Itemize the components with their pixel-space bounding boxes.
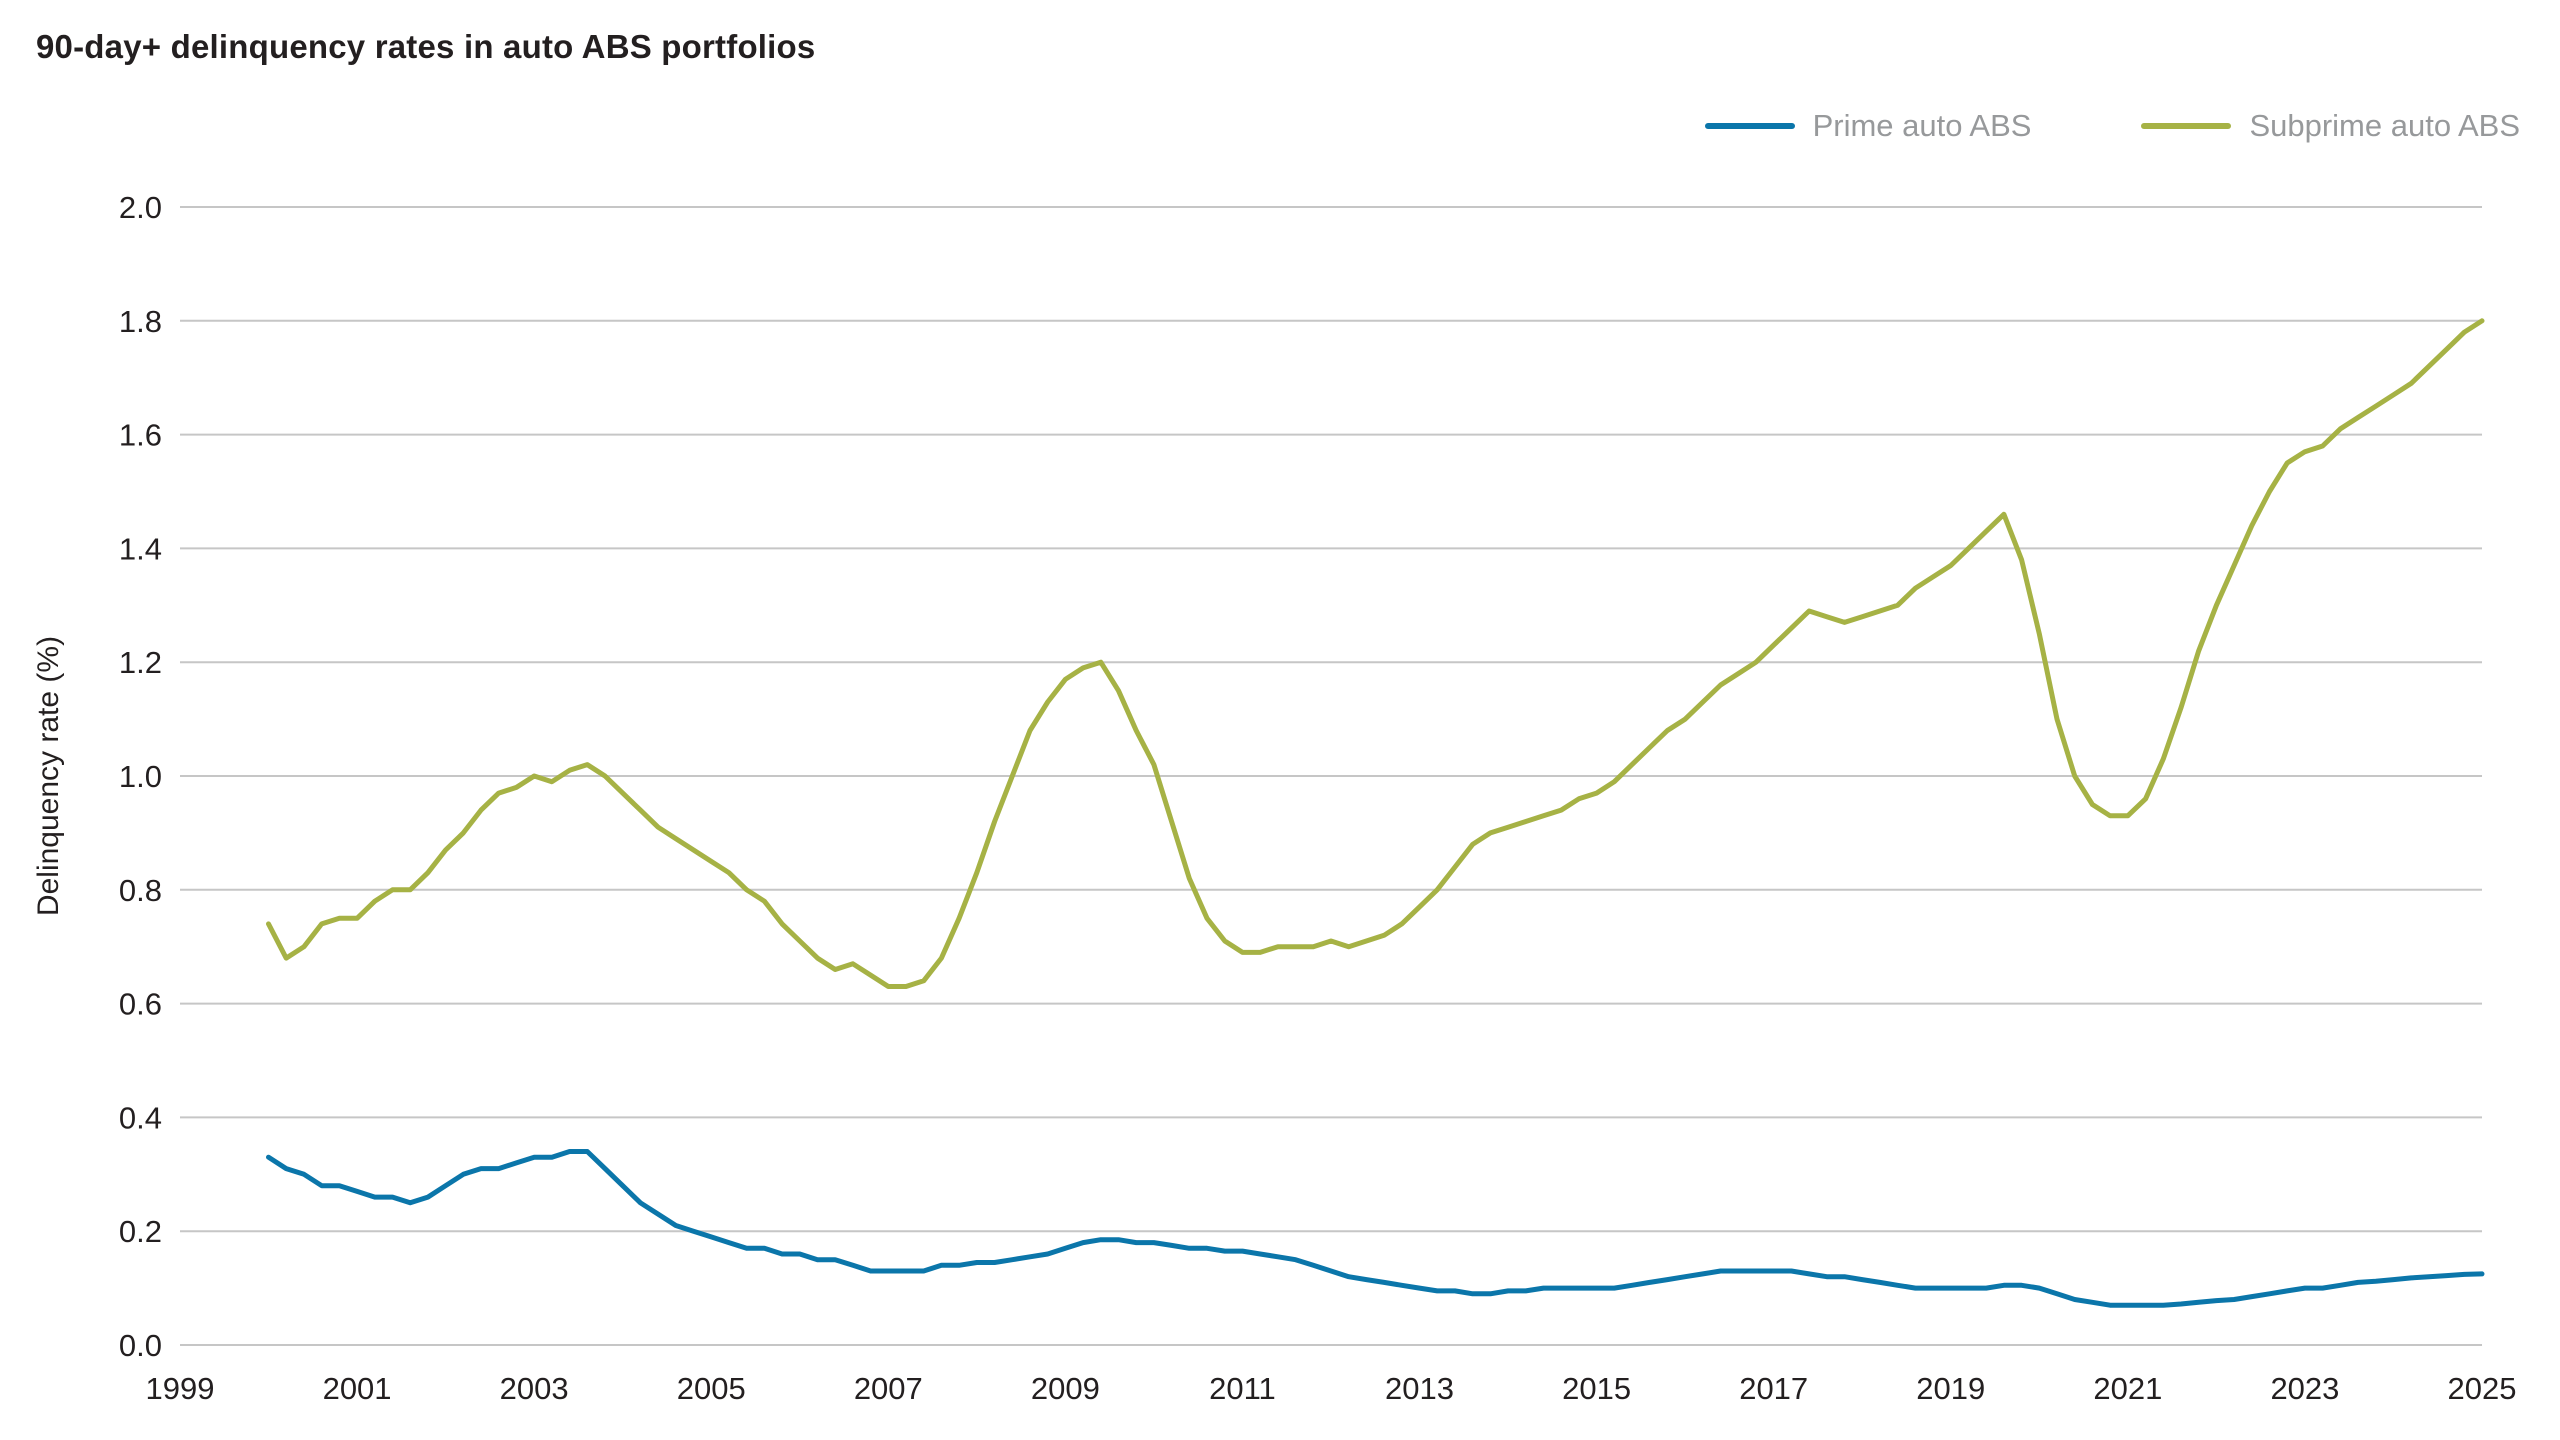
chart-title: 90-day+ delinquency rates in auto ABS po…: [36, 28, 816, 65]
x-tick-label: 2011: [1209, 1371, 1276, 1406]
y-tick-label: 0.0: [119, 1328, 162, 1363]
legend-swatch-subprime: [2141, 123, 2232, 129]
x-tick-label: 2007: [854, 1371, 923, 1406]
x-tick-label: 2001: [323, 1371, 392, 1406]
chart-legend: Prime auto ABS Subprime auto ABS: [1704, 108, 2520, 144]
y-tick-label: 0.6: [119, 987, 162, 1022]
y-tick-label: 0.2: [119, 1214, 162, 1249]
series-line-prime: [266, 1149, 2485, 1308]
x-tick-label: 2021: [2093, 1371, 2162, 1406]
x-tick-label: 2009: [1031, 1371, 1100, 1406]
x-tick-label: 2015: [1562, 1371, 1631, 1406]
y-tick-label: 1.8: [119, 304, 162, 339]
y-tick-label: 1.0: [119, 759, 162, 794]
legend-label-subprime: Subprime auto ABS: [2249, 108, 2520, 143]
y-tick-label: 0.8: [119, 873, 162, 908]
x-tick-label: 1999: [146, 1371, 215, 1406]
y-tick-label: 2.0: [119, 190, 162, 225]
y-tick-label: 1.4: [119, 531, 162, 566]
legend-label-prime: Prime auto ABS: [1812, 108, 2032, 143]
y-tick-label: 0.4: [119, 1100, 162, 1135]
legend-item-prime: Prime auto ABS: [1704, 108, 2032, 144]
x-tick-label: 2017: [1739, 1371, 1808, 1406]
y-axis-title: Delinquency rate (%): [32, 636, 65, 916]
x-tick-label: 2023: [2270, 1371, 2339, 1406]
x-tick-label: 2013: [1385, 1371, 1454, 1406]
x-tick-label: 2025: [2448, 1371, 2517, 1406]
y-tick-label: 1.6: [119, 418, 162, 453]
x-tick-label: 2005: [677, 1371, 746, 1406]
x-tick-label: 2019: [1916, 1371, 1985, 1406]
x-tick-label: 2003: [500, 1371, 569, 1406]
legend-swatch-prime: [1704, 123, 1795, 129]
legend-item-subprime: Subprime auto ABS: [2141, 108, 2520, 144]
series-line-subprime: [266, 318, 2485, 989]
y-tick-label: 1.2: [119, 645, 162, 680]
